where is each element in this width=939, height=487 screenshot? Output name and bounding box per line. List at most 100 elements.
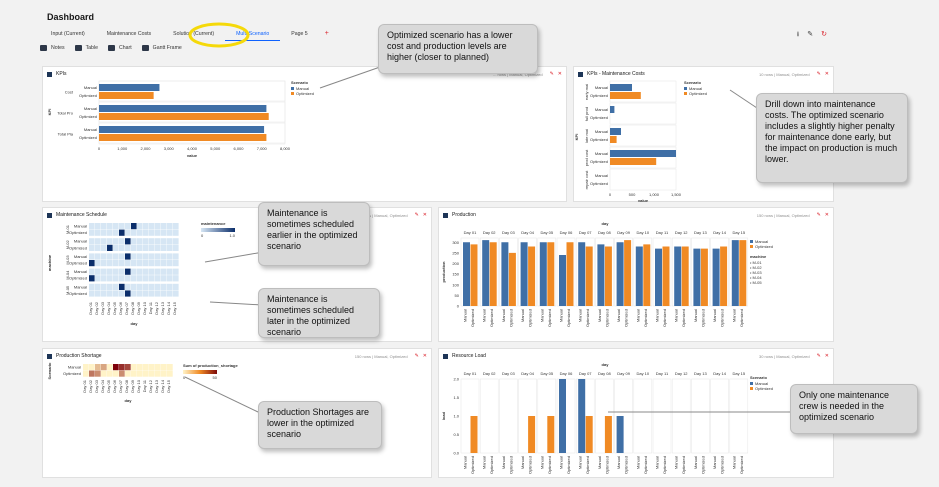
bar xyxy=(470,416,478,453)
heatmap-cell xyxy=(89,370,95,377)
close-icon[interactable]: ✕ xyxy=(824,212,829,218)
series-label: Manual xyxy=(578,456,583,469)
axis-label: day xyxy=(602,362,610,367)
tab-input-current[interactable]: Input (Current) xyxy=(51,31,85,37)
series-label: Manual xyxy=(463,456,468,469)
chart-button[interactable]: Chart xyxy=(107,45,132,51)
bar xyxy=(539,242,547,306)
panel-header: Maintenance Schedule ... rows | Manual, … xyxy=(47,211,427,219)
heatmap-cell xyxy=(107,223,113,230)
category-band xyxy=(609,146,677,169)
row-label: Optimized xyxy=(63,371,81,376)
bar xyxy=(662,246,670,306)
bar xyxy=(489,242,497,306)
series-label: Optimized xyxy=(528,456,533,474)
series-label: Manual xyxy=(712,456,717,469)
axis-label: day xyxy=(125,398,133,403)
series-label: Optimized xyxy=(470,309,475,327)
tab-multi-scenario[interactable]: Multi-Scenario xyxy=(225,28,281,41)
bar xyxy=(470,244,478,306)
gantt-label: Gantt Frame xyxy=(152,45,182,51)
facet-frame xyxy=(595,378,614,454)
tab-page-5[interactable]: Page 5 xyxy=(291,31,308,37)
bar xyxy=(508,252,516,306)
panel-title: Production Shortage xyxy=(56,353,102,359)
row-label: Manual xyxy=(74,284,87,289)
series-label: Manual xyxy=(693,309,698,322)
panel-title: Resource Load xyxy=(452,353,486,359)
table-button[interactable]: Table xyxy=(74,45,98,51)
pencil-icon[interactable]: ✎ xyxy=(816,71,821,77)
series-label: Manual xyxy=(595,107,608,112)
heatmap-cell xyxy=(149,275,155,282)
close-icon[interactable]: ✕ xyxy=(557,71,562,77)
legend-swatch xyxy=(750,245,753,248)
heatmap-cell xyxy=(107,370,113,377)
bar xyxy=(610,128,621,135)
heatmap-cell xyxy=(137,238,143,245)
heatmap-cell xyxy=(143,268,149,275)
day-label: Day 09 xyxy=(617,230,630,235)
facet-frame xyxy=(652,378,672,454)
table-icon xyxy=(74,45,82,51)
close-icon[interactable]: ✕ xyxy=(824,353,829,359)
heatmap-cell xyxy=(155,260,161,267)
heatmap-cell xyxy=(101,238,107,245)
pencil-icon[interactable]: ✎ xyxy=(816,212,821,218)
panel-resource-load: Resource Load 30 rows | Manual, Optimize… xyxy=(438,348,834,478)
series-label: Optimized xyxy=(585,456,590,474)
series-label: Manual xyxy=(84,106,97,111)
add-tab-button[interactable]: + xyxy=(324,30,329,37)
panel-meta: ... rows | Manual, Optimized xyxy=(358,212,408,218)
heatmap-cell xyxy=(161,370,167,377)
tick-label: 300 xyxy=(452,240,459,245)
download-icon[interactable]: ⭳ xyxy=(796,31,800,38)
bar xyxy=(610,158,657,165)
refresh-icon[interactable]: ↻ xyxy=(821,31,827,38)
close-icon[interactable]: ✕ xyxy=(824,71,829,77)
series-label: Manual xyxy=(595,151,608,156)
tick-label: 500 xyxy=(629,192,636,197)
heatmap-cell xyxy=(125,370,131,377)
pencil-icon[interactable]: ✎ xyxy=(807,31,814,38)
day-label: Day 05 xyxy=(112,301,117,314)
heatmap-cell xyxy=(173,283,179,290)
panel-header: Production 150 rows | Manual, Optimized … xyxy=(443,211,829,219)
heatmap-cell xyxy=(125,275,131,282)
pencil-icon[interactable]: ✎ xyxy=(414,212,419,218)
heatmap-cell xyxy=(161,244,167,251)
tab-solution-current[interactable]: Solution (Current) xyxy=(173,31,215,37)
close-icon[interactable]: ✕ xyxy=(422,212,427,218)
pencil-icon[interactable]: ✎ xyxy=(816,353,821,359)
series-label: Manual xyxy=(578,309,583,322)
gantt-button[interactable]: Gantt Frame xyxy=(141,45,182,51)
heatmap-cell xyxy=(89,229,95,236)
heatmap-cell xyxy=(161,364,167,371)
notes-button[interactable]: Notes xyxy=(40,45,65,51)
chart-icon xyxy=(47,212,52,218)
bar xyxy=(604,416,612,453)
heatmap-cell xyxy=(137,370,143,377)
close-icon[interactable]: ✕ xyxy=(422,353,427,359)
heatmap-cell xyxy=(89,364,95,371)
category-label: early mai xyxy=(584,84,589,100)
series-label: Optimized xyxy=(585,309,590,327)
day-label: Day 12 xyxy=(675,371,688,376)
series-label: Manual xyxy=(520,309,525,322)
heatmap-cell xyxy=(95,364,101,371)
pencil-icon[interactable]: ✎ xyxy=(549,71,554,77)
heatmap-cell xyxy=(143,283,149,290)
heatmap-cell xyxy=(89,290,95,297)
heatmap-cell xyxy=(167,253,173,260)
day-label: Day 03 xyxy=(100,301,105,314)
day-label: Day 06 xyxy=(560,371,573,376)
callout-later: Maintenance is sometimes scheduled later… xyxy=(258,288,380,338)
facet-frame xyxy=(671,237,691,307)
pencil-icon[interactable]: ✎ xyxy=(414,353,419,359)
legend-swatch xyxy=(750,382,753,385)
tab-maintenance-costs[interactable]: Maintenance Costs xyxy=(106,31,152,37)
